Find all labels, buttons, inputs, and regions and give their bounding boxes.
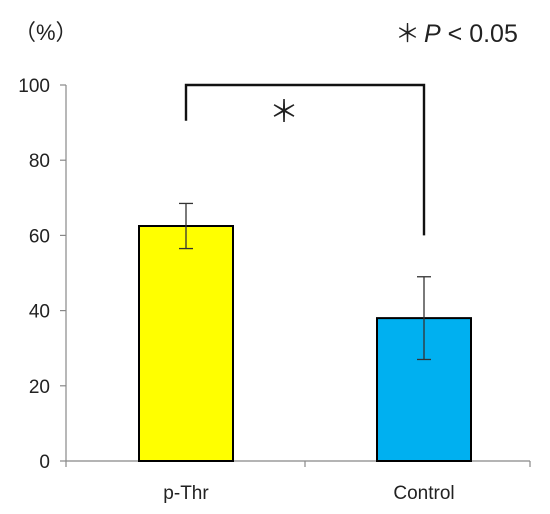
significance-bracket-line (184, 83, 426, 236)
bars (138, 225, 472, 462)
labels: p-Thr Control (163, 483, 454, 504)
x-category-label: p-Thr (163, 483, 209, 504)
bar-p-thr (138, 225, 234, 462)
y-tick-label: 80 (29, 151, 50, 172)
y-tick-label: 20 (29, 377, 50, 398)
significance-star: ＊ (269, 96, 299, 129)
y-tick-label: 40 (29, 302, 50, 323)
significance-legend-threshold: < 0.05 (441, 20, 518, 48)
y-tick-label: 0 (39, 452, 50, 473)
y-tick-label: 100 (18, 76, 50, 97)
significance-legend-p: P (424, 20, 441, 48)
axes: 0 20 40 60 80 100 (18, 76, 531, 473)
significance-legend: ＊ P < 0.05 (395, 20, 518, 48)
x-category-label: Control (393, 483, 454, 504)
y-tick-label: 60 (29, 226, 50, 247)
significance-legend-star: ＊ (395, 20, 420, 48)
error-bars (179, 202, 431, 361)
significance-bracket: ＊ (184, 83, 426, 236)
y-unit-label: （%） (14, 20, 78, 45)
